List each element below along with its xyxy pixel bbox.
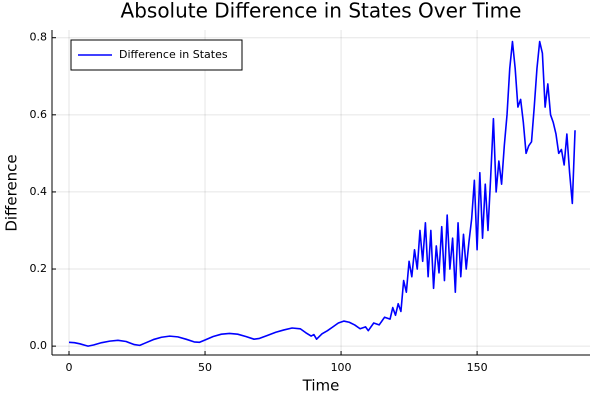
- x-tick-label: 150: [467, 361, 488, 374]
- y-tick-label: 0.0: [30, 339, 48, 352]
- legend-label: Difference in States: [119, 48, 228, 61]
- x-axis-label: Time: [302, 377, 340, 395]
- y-tick-label: 0.2: [30, 262, 48, 275]
- data-line: [68, 40, 576, 347]
- y-axis-label: Difference: [3, 154, 21, 231]
- x-tick-label: 0: [66, 361, 73, 374]
- y-tick-label: 0.6: [30, 108, 48, 121]
- chart-title: Absolute Difference in States Over Time: [121, 0, 522, 23]
- y-tick-label: 0.4: [30, 185, 48, 198]
- x-tick-label: 50: [198, 361, 212, 374]
- y-tick-label: 0.8: [30, 31, 48, 44]
- x-tick-label: 100: [331, 361, 352, 374]
